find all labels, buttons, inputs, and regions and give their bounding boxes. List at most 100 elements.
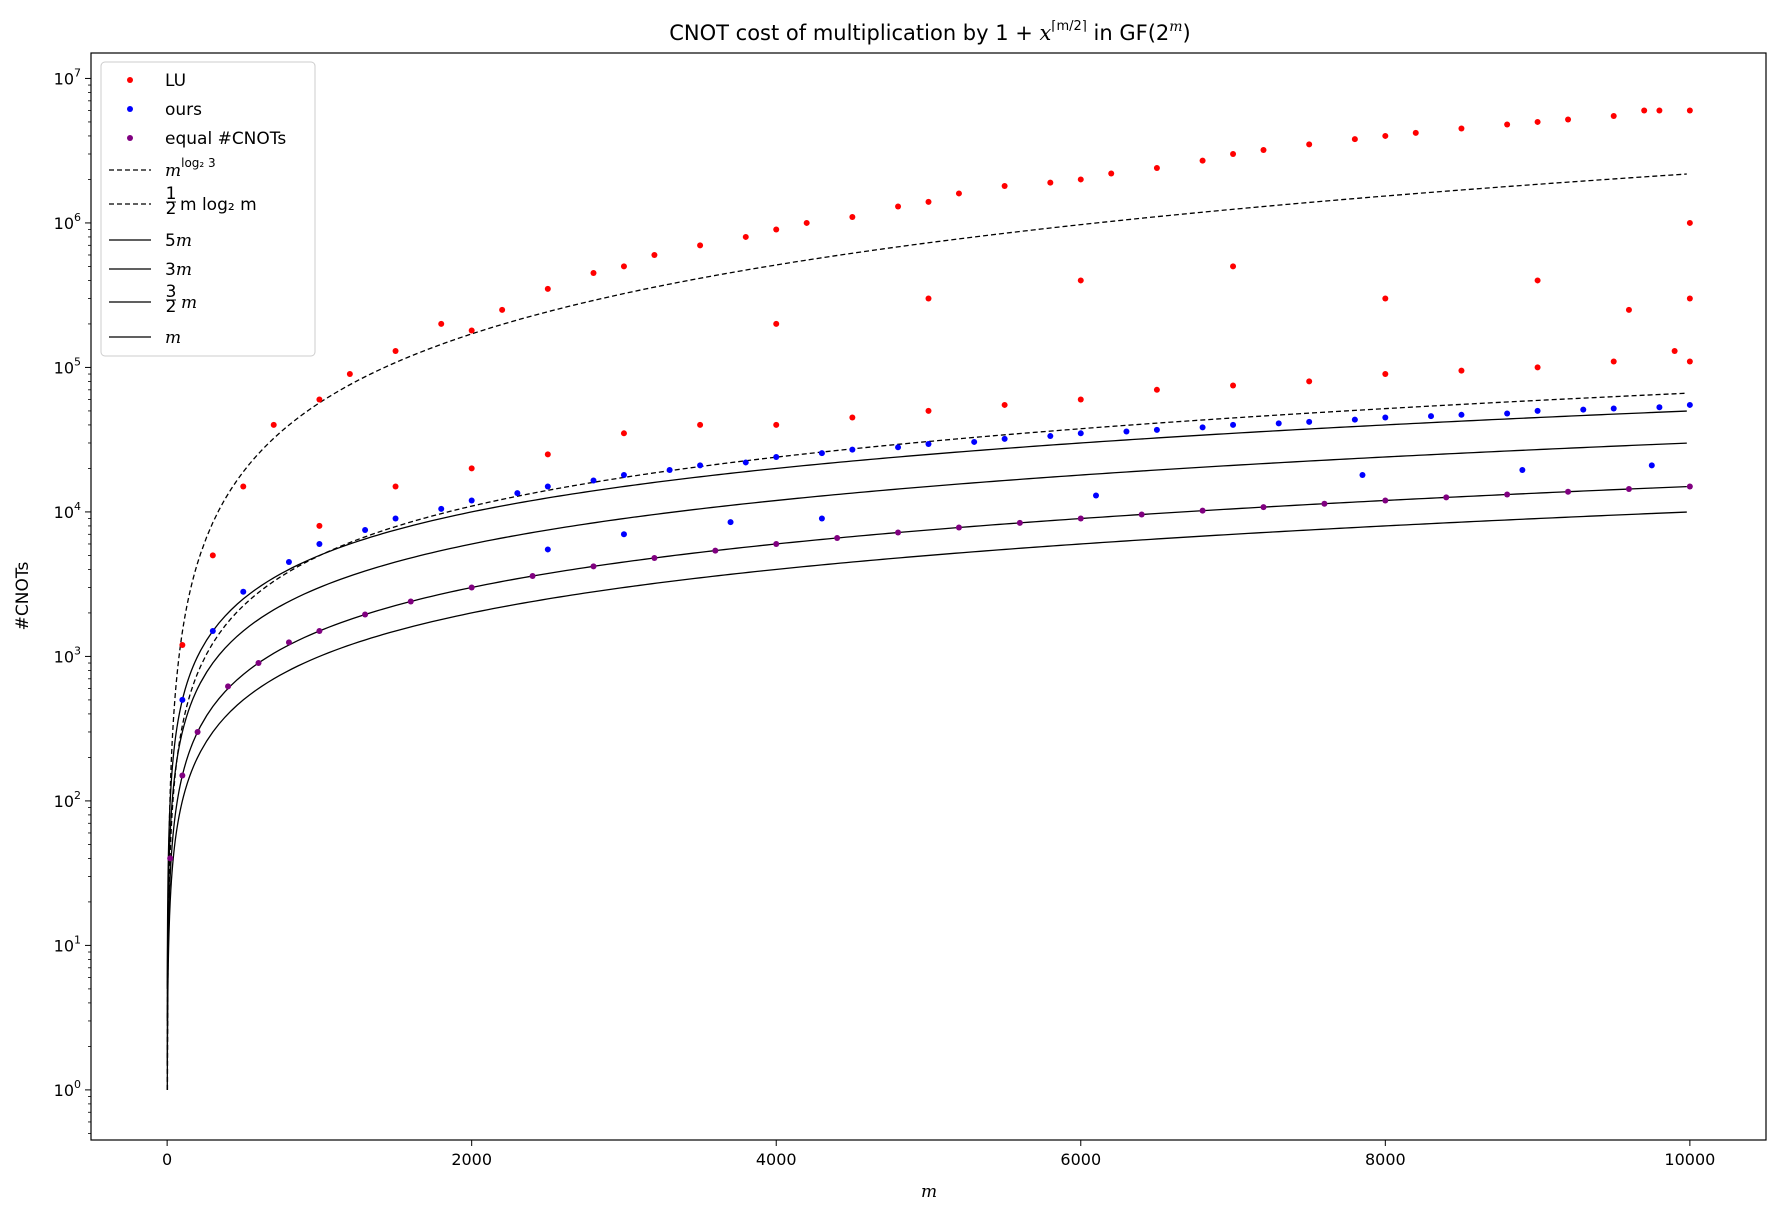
curve-halfmlogm bbox=[166, 392, 1687, 1090]
chart-title: CNOT cost of multiplication by 1 + x⌈m/2… bbox=[669, 19, 1191, 45]
point-lu bbox=[1534, 364, 1541, 371]
point-ours bbox=[666, 467, 673, 474]
point-ours bbox=[1077, 430, 1084, 437]
point-ours bbox=[818, 515, 825, 522]
point-ours bbox=[209, 627, 216, 634]
point-ours bbox=[727, 519, 734, 526]
point-ours bbox=[620, 472, 627, 479]
point-lu bbox=[1534, 277, 1541, 284]
point-equal-cnots bbox=[1686, 483, 1693, 490]
legend-label-halfmlogm: 1 2 m log₂ m bbox=[166, 184, 257, 219]
point-lu bbox=[1504, 121, 1511, 128]
point-lu bbox=[1351, 136, 1358, 143]
point-ours bbox=[179, 696, 186, 703]
point-lu bbox=[1077, 176, 1084, 183]
point-ours bbox=[1504, 410, 1511, 417]
point-lu bbox=[895, 203, 902, 210]
point-lu bbox=[620, 263, 627, 270]
point-equal-cnots bbox=[362, 611, 369, 618]
point-equal-cnots bbox=[407, 598, 414, 605]
point-ours bbox=[971, 438, 978, 445]
svg-text:m: m bbox=[181, 293, 197, 313]
point-lu bbox=[925, 295, 932, 302]
point-lu bbox=[209, 552, 216, 559]
y-tick-label: 106 bbox=[54, 211, 81, 233]
point-ours bbox=[697, 462, 704, 469]
point-equal-cnots bbox=[179, 772, 186, 779]
point-lu bbox=[468, 327, 475, 334]
y-axis-label: #CNOTs bbox=[13, 562, 33, 631]
point-lu bbox=[955, 190, 962, 197]
point-ours bbox=[742, 459, 749, 466]
point-lu bbox=[1077, 277, 1084, 284]
legend-marker-lu bbox=[127, 77, 133, 83]
point-ours bbox=[1686, 401, 1693, 408]
point-lu bbox=[438, 320, 445, 327]
point-ours bbox=[925, 441, 932, 448]
y-tick-label: 101 bbox=[54, 933, 81, 955]
svg-text:2: 2 bbox=[166, 297, 177, 317]
legend-label-mlog23: mlog₂ 3 bbox=[165, 156, 216, 181]
point-ours bbox=[438, 505, 445, 512]
point-equal-cnots bbox=[1260, 504, 1267, 511]
plot-area bbox=[166, 107, 1693, 1090]
svg-text:1: 1 bbox=[166, 184, 177, 204]
point-ours bbox=[1275, 420, 1282, 427]
point-ours bbox=[1648, 462, 1655, 469]
point-lu bbox=[1382, 295, 1389, 302]
x-tick-label: 10000 bbox=[1664, 1150, 1715, 1169]
point-equal-cnots bbox=[834, 535, 841, 541]
point-lu bbox=[316, 396, 323, 403]
point-lu bbox=[346, 371, 353, 378]
point-ours bbox=[1359, 472, 1366, 479]
point-ours bbox=[392, 515, 399, 522]
point-equal-cnots bbox=[167, 855, 174, 862]
point-ours bbox=[1230, 421, 1237, 428]
y-axis-ticks: 100 101 102 103 104 105 106 107 bbox=[54, 66, 91, 1134]
y-tick-label: 104 bbox=[54, 500, 81, 522]
point-lu bbox=[1153, 386, 1160, 393]
y-tick-label: 103 bbox=[54, 644, 81, 666]
legend-label-equal: equal #CNOTs bbox=[165, 129, 286, 149]
point-lu bbox=[1047, 179, 1054, 186]
point-ours bbox=[1610, 405, 1617, 412]
point-ours bbox=[544, 483, 551, 490]
point-equal-cnots bbox=[225, 683, 232, 690]
point-ours bbox=[316, 540, 323, 547]
legend-box bbox=[100, 61, 316, 357]
x-tick-label: 4000 bbox=[756, 1150, 797, 1169]
point-lu bbox=[544, 451, 551, 458]
point-lu bbox=[1686, 107, 1693, 114]
point-ours bbox=[285, 559, 292, 566]
point-equal-cnots bbox=[1443, 494, 1450, 501]
point-lu bbox=[1108, 170, 1115, 177]
legend-label-5m: 5m bbox=[165, 231, 192, 251]
point-lu bbox=[1671, 347, 1678, 354]
x-axis-label: m bbox=[921, 1182, 937, 1202]
point-lu bbox=[1610, 112, 1617, 119]
curve-3m bbox=[166, 442, 1687, 1021]
point-lu bbox=[697, 242, 704, 249]
point-ours bbox=[1351, 416, 1358, 423]
x-axis-ticks: 0 2000 4000 6000 8000 10000 bbox=[162, 1140, 1715, 1169]
point-lu bbox=[925, 407, 932, 414]
point-lu bbox=[925, 198, 932, 205]
point-equal-cnots bbox=[712, 547, 719, 554]
point-equal-cnots bbox=[1016, 519, 1023, 526]
point-ours bbox=[468, 497, 475, 504]
point-lu bbox=[803, 219, 810, 226]
point-ours bbox=[849, 446, 856, 453]
point-equal-cnots bbox=[1565, 488, 1572, 495]
point-ours bbox=[240, 588, 247, 595]
point-equal-cnots bbox=[1077, 515, 1084, 522]
point-ours bbox=[362, 526, 369, 533]
point-equal-cnots bbox=[773, 540, 780, 547]
point-ours bbox=[1047, 433, 1054, 440]
curve-m bbox=[166, 511, 1687, 1090]
point-lu bbox=[1382, 371, 1389, 378]
point-ours bbox=[1580, 406, 1587, 413]
point-lu bbox=[179, 641, 186, 648]
point-ours bbox=[1306, 418, 1313, 425]
point-equal-cnots bbox=[285, 639, 292, 646]
legend-marker-equal bbox=[127, 135, 133, 141]
